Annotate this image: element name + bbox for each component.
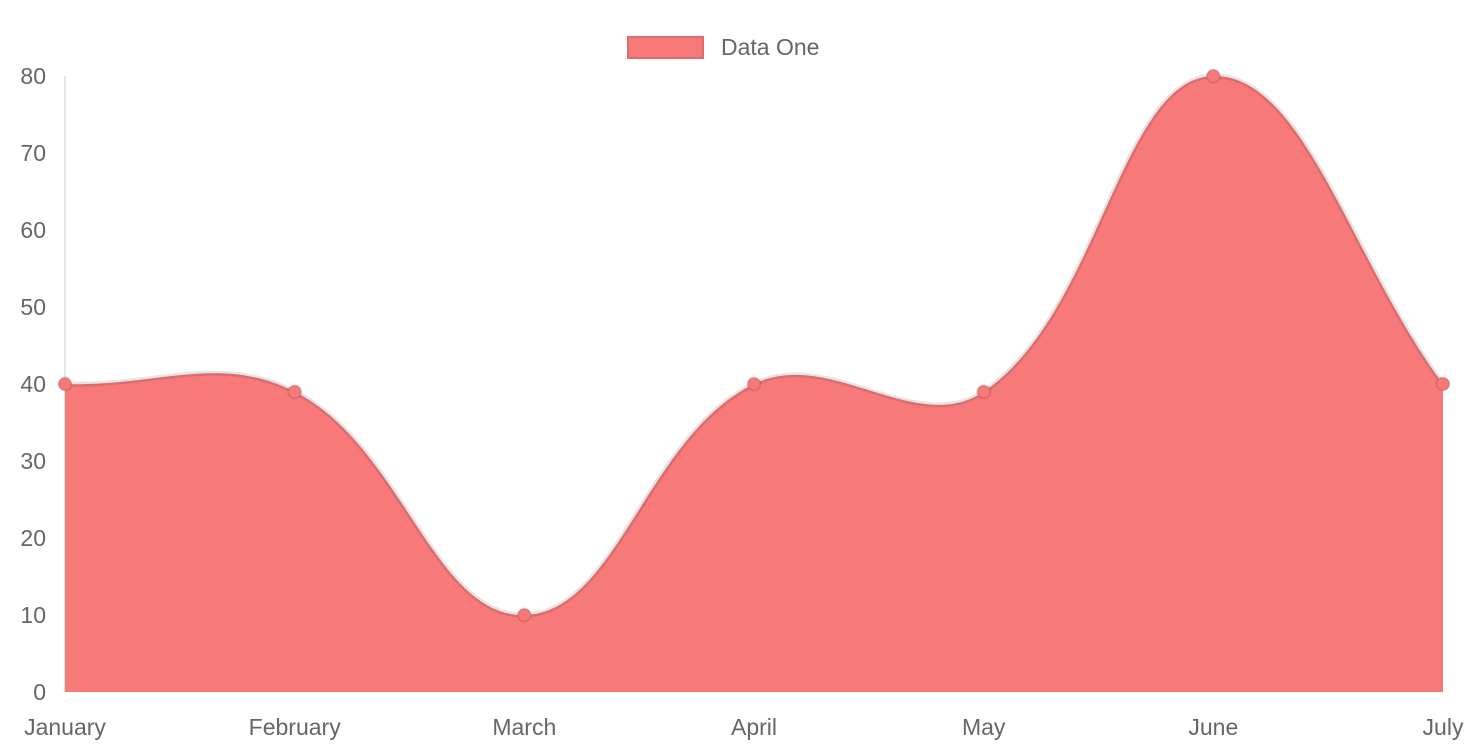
x-tick-label-january: January: [24, 714, 106, 740]
data-point-february[interactable]: [287, 384, 303, 400]
y-tick-label-80: 80: [20, 63, 46, 89]
area-fill: [65, 75, 1443, 693]
y-tick-label-60: 60: [20, 217, 46, 243]
y-tick-label-70: 70: [20, 140, 46, 166]
x-tick-label-may: May: [961, 714, 1006, 740]
y-tick-label-0: 0: [33, 679, 46, 705]
data-point-may[interactable]: [976, 384, 992, 400]
legend-swatch: [627, 36, 704, 59]
legend-label: Data One: [721, 34, 820, 60]
data-point-june[interactable]: [1205, 68, 1221, 84]
data-point-january[interactable]: [57, 376, 73, 392]
x-tick-label-april: April: [730, 714, 778, 740]
x-tick-label-march: March: [492, 714, 557, 740]
y-tick-label-10: 10: [20, 602, 46, 628]
data-point-april[interactable]: [746, 376, 762, 392]
x-tick-label-june: June: [1188, 714, 1239, 740]
y-tick-label-40: 40: [20, 371, 46, 397]
x-tick-label-july: July: [1422, 714, 1464, 740]
data-point-march[interactable]: [516, 607, 532, 623]
legend-item-data-one[interactable]: Data One: [627, 34, 819, 61]
data-line: [62, 73, 1446, 618]
y-tick-label-50: 50: [20, 294, 46, 320]
y-tick-label-20: 20: [20, 525, 46, 551]
y-tick-label-30: 30: [20, 448, 46, 474]
x-tick-label-february: February: [248, 714, 341, 740]
data-point-july[interactable]: [1435, 376, 1451, 392]
